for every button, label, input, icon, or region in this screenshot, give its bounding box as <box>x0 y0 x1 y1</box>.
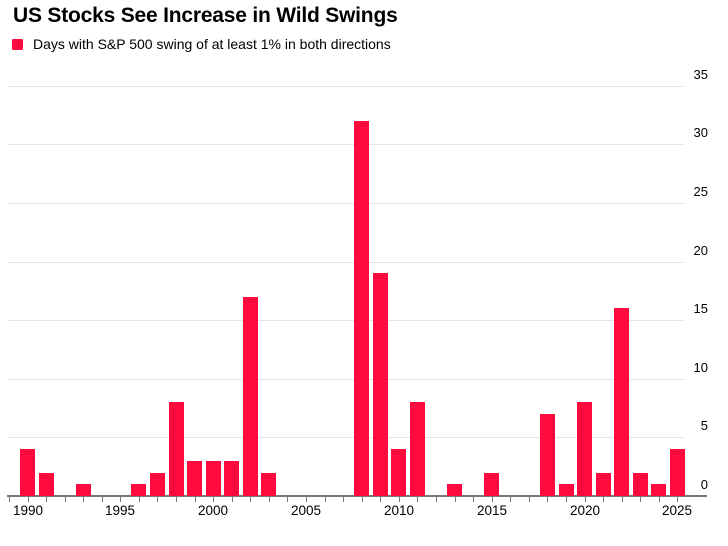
x-axis-label-1995: 1995 <box>104 503 136 518</box>
x-axis-tick-1990 <box>28 497 29 502</box>
legend-label: Days with S&P 500 swing of at least 1% i… <box>33 36 391 52</box>
bar-2013 <box>447 484 462 496</box>
bar-1991 <box>39 473 54 496</box>
x-axis-tick-2025 <box>677 497 678 502</box>
x-axis-tick-1991 <box>46 497 47 502</box>
bar-2020 <box>577 402 592 496</box>
x-axis-tick-2024 <box>659 497 660 502</box>
x-axis-tick-2005 <box>306 497 307 502</box>
x-axis-tick-2000 <box>213 497 214 502</box>
y-axis-label-0: 0 <box>700 477 708 492</box>
bar-1997 <box>150 473 165 496</box>
bar-1998 <box>169 402 184 496</box>
bar-1993 <box>76 484 91 496</box>
x-axis-tick-2011 <box>417 497 418 502</box>
gridline-10 <box>8 379 684 380</box>
legend-swatch-icon <box>12 38 23 50</box>
x-axis-label-2005: 2005 <box>290 503 322 518</box>
bar-2018 <box>540 414 555 496</box>
x-axis-tick-2002 <box>250 497 251 502</box>
y-axis-label-25: 25 <box>693 184 708 199</box>
x-axis-tick-2001 <box>232 497 233 502</box>
bar-2002 <box>243 297 258 496</box>
bar-2003 <box>261 473 276 496</box>
x-axis-tick-1997 <box>157 497 158 502</box>
bar-2023 <box>633 473 648 496</box>
x-axis-label-2010: 2010 <box>383 503 415 518</box>
x-axis-tick-2015 <box>492 497 493 502</box>
x-axis-tick-2021 <box>603 497 604 502</box>
x-axis-line <box>7 495 707 497</box>
x-axis-tick-2008 <box>362 497 363 502</box>
x-axis-tick-2006 <box>325 497 326 502</box>
x-axis-tick-1994 <box>102 497 103 502</box>
x-axis-tick-1998 <box>176 497 177 502</box>
bar-1999 <box>187 461 202 496</box>
x-axis-tick-2018 <box>547 497 548 502</box>
bar-2009 <box>373 273 388 496</box>
bar-2021 <box>596 473 611 496</box>
x-axis-tick-2017 <box>529 497 530 502</box>
bar-2019 <box>559 484 574 496</box>
x-axis-tick-2012 <box>436 497 437 502</box>
bar-2000 <box>206 461 221 496</box>
bar-2024 <box>651 484 666 496</box>
x-axis-tick-1993 <box>83 497 84 502</box>
bar-1990 <box>20 449 35 496</box>
legend: Days with S&P 500 swing of at least 1% i… <box>12 36 391 52</box>
gridline-25 <box>8 203 684 204</box>
x-axis-tick-1995 <box>120 497 121 502</box>
x-axis-label-2000: 2000 <box>197 503 229 518</box>
bar-2001 <box>224 461 239 496</box>
bar-2015 <box>484 473 499 496</box>
x-axis-tick-2022 <box>622 497 623 502</box>
x-axis-tick-2013 <box>455 497 456 502</box>
gridline-35 <box>8 86 684 87</box>
gridline-30 <box>8 144 684 145</box>
bar-2025 <box>670 449 685 496</box>
bar-2008 <box>354 121 369 496</box>
bar-2022 <box>614 308 629 496</box>
x-axis-label-2020: 2020 <box>569 503 601 518</box>
y-axis-label-20: 20 <box>693 243 708 258</box>
x-axis-tick-2003 <box>269 497 270 502</box>
x-axis-tick-1999 <box>195 497 196 502</box>
x-axis-label-2025: 2025 <box>661 503 693 518</box>
y-axis-label-15: 15 <box>693 301 708 316</box>
y-axis-label-30: 30 <box>693 125 708 140</box>
y-axis-label-5: 5 <box>700 418 708 433</box>
x-axis-tick-2019 <box>566 497 567 502</box>
x-axis-tick-1989 <box>9 497 10 502</box>
y-axis-label-10: 10 <box>693 360 708 375</box>
x-axis-tick-1996 <box>139 497 140 502</box>
bar-2011 <box>410 402 425 496</box>
x-axis-tick-2007 <box>343 497 344 502</box>
x-axis-tick-2010 <box>399 497 400 502</box>
x-axis-tick-1992 <box>65 497 66 502</box>
x-axis-tick-2014 <box>473 497 474 502</box>
x-axis-label-2015: 2015 <box>476 503 508 518</box>
y-axis-label-35: 35 <box>693 67 708 82</box>
x-axis-tick-2009 <box>380 497 381 502</box>
chart-title: US Stocks See Increase in Wild Swings <box>13 4 398 27</box>
x-axis-tick-2004 <box>287 497 288 502</box>
x-axis-tick-2020 <box>585 497 586 502</box>
bar-1996 <box>131 484 146 496</box>
x-axis-tick-2016 <box>510 497 511 502</box>
x-axis-label-1990: 1990 <box>12 503 44 518</box>
gridline-5 <box>8 437 684 438</box>
bar-2010 <box>391 449 406 496</box>
x-axis-tick-2023 <box>640 497 641 502</box>
gridline-15 <box>8 320 684 321</box>
gridline-20 <box>8 262 684 263</box>
